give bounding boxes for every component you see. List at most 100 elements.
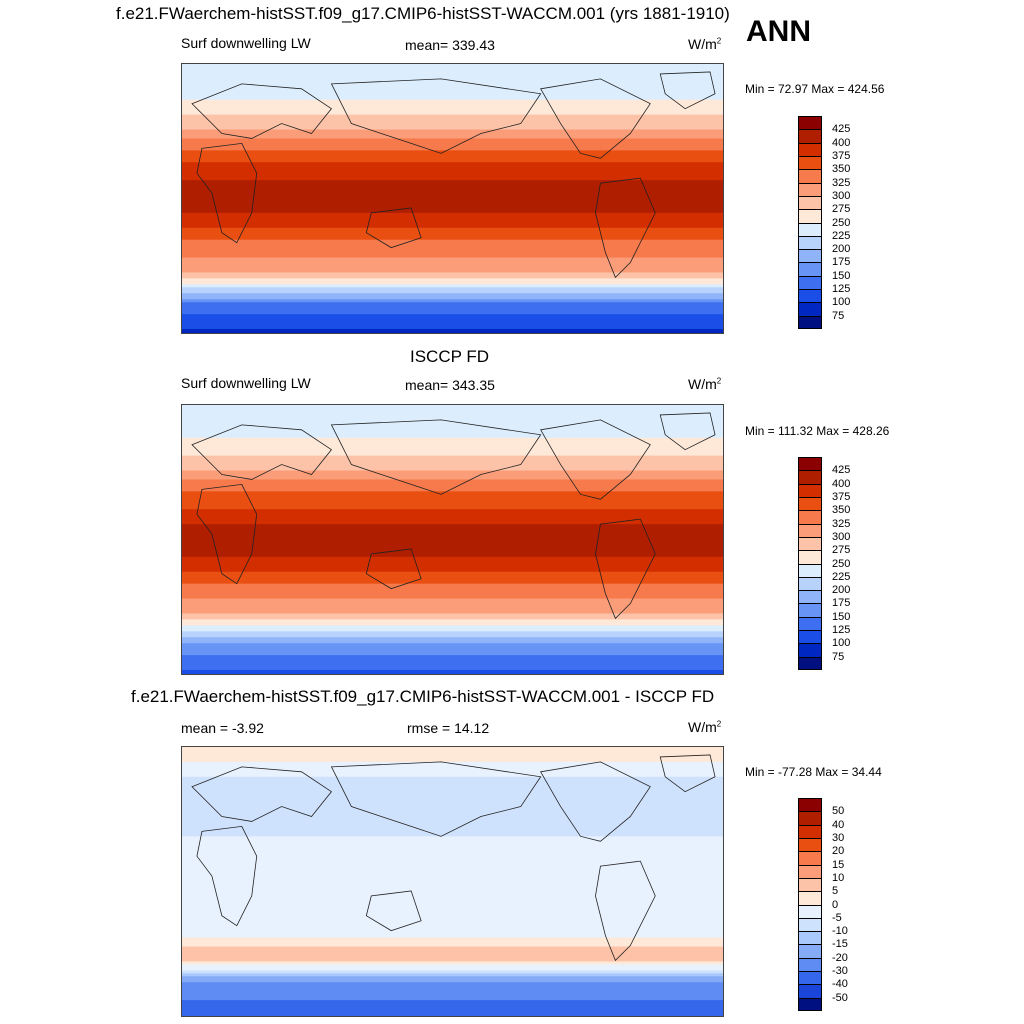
colorbar-tick-label: -30: [832, 965, 848, 978]
map-lat-band: [182, 994, 723, 998]
map-lat-band: [182, 275, 723, 279]
panel2-title: ISCCP FD: [410, 347, 490, 366]
colorbar-swatch: [798, 262, 822, 276]
coastline: [595, 177, 656, 279]
map-lat-band: [182, 530, 723, 534]
colorbar-tick-label: 350: [832, 163, 851, 176]
map-lat-band: [182, 568, 723, 573]
coastline: [365, 890, 422, 932]
map-lat-band: [182, 111, 723, 116]
map-lat-band: [182, 845, 723, 849]
map-lat-band: [182, 961, 723, 965]
colorbar-tick-label: 40: [832, 818, 845, 831]
coastline: [330, 78, 542, 154]
coastline: [330, 419, 542, 495]
map-lat-band: [182, 108, 723, 113]
map-lat-band: [182, 809, 723, 814]
map-lat-band: [182, 120, 723, 125]
map-lat-band: [182, 114, 723, 119]
map-lat-band: [182, 254, 723, 259]
colorbar-tick-label: -50: [832, 991, 848, 1004]
map-lat-band: [182, 260, 723, 265]
map-lat-band: [182, 637, 723, 641]
map-lat-band: [182, 224, 723, 229]
panel1-title: f.e21.FWaerchem-histSST.f09_g17.CMIP6-hi…: [116, 4, 730, 23]
coastline: [540, 419, 651, 500]
colorbar-swatch: [798, 209, 822, 223]
map-lat-band: [182, 165, 723, 169]
map-lat-band: [182, 503, 723, 507]
map-lat-band: [182, 135, 723, 139]
map-lat-band: [182, 571, 723, 576]
coastline: [365, 207, 422, 249]
map-lat-band: [182, 72, 723, 77]
map-lat-band: [182, 785, 723, 790]
map-lat-band: [182, 69, 723, 74]
map-lat-band: [182, 500, 723, 504]
map-lat-band: [182, 323, 723, 327]
colorbar-tick-label: 30: [832, 831, 845, 844]
map-lat-band: [182, 473, 723, 477]
map-lat-band: [182, 269, 723, 273]
map-lat-band: [182, 200, 723, 205]
colorbar-swatch: [798, 944, 822, 958]
colorbar-tick-label: 75: [832, 309, 845, 322]
map-lat-band: [182, 619, 723, 623]
map-lat-band: [182, 767, 723, 772]
colorbar-swatch: [798, 851, 822, 865]
map-lat-band: [182, 293, 723, 297]
map-lat-band: [182, 105, 723, 110]
map-lat-band: [182, 329, 723, 333]
map-lat-band: [182, 1006, 723, 1010]
colorbar-tick-label: 225: [832, 570, 851, 583]
colorbar-tick-label: 400: [832, 477, 851, 490]
map-lat-band: [182, 904, 723, 909]
map-lat-band: [182, 943, 723, 948]
map-lat-band: [182, 976, 723, 980]
map-lat-band: [182, 949, 723, 953]
map-lat-band: [182, 227, 723, 232]
map-lat-band: [182, 622, 723, 626]
map-lat-band: [182, 515, 723, 519]
colorbar-tick-label: 0: [832, 898, 839, 911]
map-lat-band: [182, 794, 723, 799]
map-lat-band: [182, 405, 723, 409]
panel3-mean-label: mean = -3.92: [181, 720, 264, 736]
map-lat-band: [182, 212, 723, 217]
coastline: [196, 142, 258, 244]
map-lat-band: [182, 747, 723, 751]
panel2-colorbar: 425 400 375 350 325 300 275 250 225 200 175 150 125 1…: [798, 457, 850, 670]
map-lat-band: [182, 1000, 723, 1004]
map-lat-band: [182, 755, 723, 760]
map-lat-band: [182, 239, 723, 244]
map-lat-band: [182, 272, 723, 276]
map-lat-band: [182, 129, 723, 133]
colorbar-tick-label: 225: [832, 229, 851, 242]
map-lat-band: [182, 613, 723, 617]
map-lat-band: [182, 177, 723, 181]
map-lat-band: [182, 646, 723, 650]
panel1-colorbar: 425 400 375 350 325 300 275 250 225 200 175 150 125 1…: [798, 116, 850, 329]
colorbar-tick-label: 5: [832, 885, 839, 898]
colorbar-swatch: [798, 837, 822, 852]
panel1-units: W/m2: [688, 36, 722, 52]
map-lat-band: [182, 652, 723, 656]
map-lat-band: [182, 931, 723, 936]
colorbar-swatch: [798, 550, 822, 564]
map-lat-band: [182, 308, 723, 312]
map-lat-band: [182, 749, 723, 754]
colorbar-swatch: [798, 315, 822, 329]
map-lat-band: [182, 287, 723, 291]
map-lat-band: [182, 604, 723, 608]
map-lat-band: [182, 553, 723, 558]
colorbar-tick-label: 200: [832, 243, 851, 256]
map-lat-band: [182, 93, 723, 98]
map-lat-band: [182, 916, 723, 921]
map-lat-band: [182, 66, 723, 71]
map-lat-band: [182, 556, 723, 561]
map-lat-band: [182, 574, 723, 579]
colorbar-tick-label: 125: [832, 283, 851, 296]
map-lat-band: [182, 824, 723, 828]
map-lat-band: [182, 562, 723, 567]
map-lat-band: [182, 437, 723, 442]
